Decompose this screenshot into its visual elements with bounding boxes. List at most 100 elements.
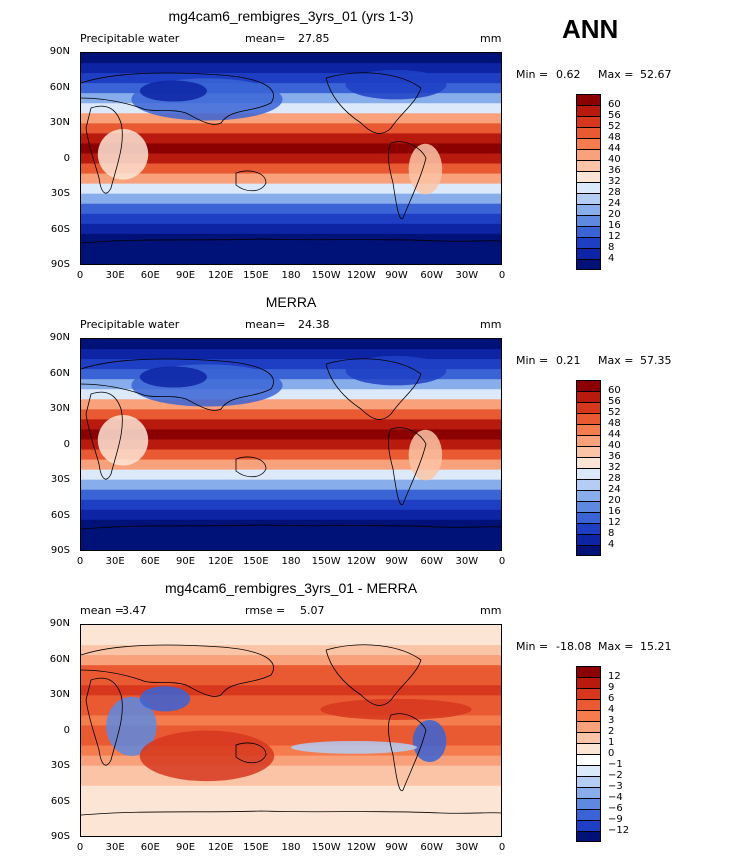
colorbar-label: 24 bbox=[608, 484, 621, 495]
colorbar-label: −9 bbox=[608, 814, 623, 825]
panel-title: MERRA bbox=[265, 294, 317, 310]
field-band bbox=[81, 253, 501, 264]
max-value: 52.67 bbox=[640, 68, 672, 81]
lon-tick-label: 30W bbox=[455, 842, 479, 853]
colorbar-segment bbox=[576, 688, 601, 699]
colorbar-label: −12 bbox=[608, 825, 630, 836]
variable-name: Precipitable water bbox=[80, 318, 180, 331]
lat-tick-label: 90N bbox=[49, 332, 70, 343]
colorbar-label: 56 bbox=[608, 396, 621, 407]
colorbar-segment bbox=[576, 798, 601, 809]
field-blob bbox=[291, 741, 417, 754]
field-blob bbox=[139, 80, 207, 102]
min-label: Min = bbox=[516, 354, 549, 367]
colorbar-segment bbox=[576, 380, 601, 391]
field-band bbox=[81, 695, 501, 707]
field-band bbox=[81, 409, 501, 421]
map-panel bbox=[80, 624, 502, 837]
mean-value: 3.47 bbox=[122, 604, 147, 617]
field-band bbox=[81, 369, 501, 381]
lat-tick-label: 30N bbox=[49, 689, 70, 700]
colorbar-segment bbox=[576, 512, 601, 523]
colorbar-label: 8 bbox=[608, 528, 615, 539]
field-band bbox=[81, 655, 501, 667]
colorbar-label: 28 bbox=[608, 187, 621, 198]
min-value: 0.62 bbox=[556, 68, 581, 81]
field-band bbox=[81, 339, 501, 351]
field-band bbox=[81, 479, 501, 491]
field-blob bbox=[408, 143, 443, 195]
colorbar-label: 4 bbox=[608, 704, 615, 715]
field-band bbox=[81, 715, 501, 727]
colorbar-segment bbox=[576, 237, 601, 248]
lon-tick-label: 120W bbox=[346, 270, 376, 281]
lon-tick-label: 150W bbox=[311, 270, 341, 281]
colorbar-label: −3 bbox=[608, 781, 623, 792]
colorbar-segment bbox=[576, 809, 601, 820]
colorbar-segment bbox=[576, 534, 601, 545]
coastlines bbox=[81, 358, 501, 530]
lon-tick-label: 0 bbox=[76, 270, 84, 281]
lat-tick-label: 90S bbox=[50, 259, 70, 270]
colorbar-segment bbox=[576, 226, 601, 237]
map-field bbox=[81, 53, 501, 264]
lat-tick-label: 60N bbox=[49, 367, 70, 379]
lon-tick-label: 180 bbox=[281, 270, 301, 281]
colorbar-label: −6 bbox=[608, 803, 623, 814]
lon-tick-label: 30E bbox=[105, 556, 125, 567]
field-band bbox=[81, 529, 501, 541]
lon-tick-label: 90W bbox=[385, 842, 408, 853]
lon-tick-label: 90W bbox=[385, 556, 408, 567]
colorbar-segment bbox=[576, 677, 601, 688]
variable-name: Precipitable water bbox=[80, 32, 180, 45]
field-band bbox=[81, 213, 501, 225]
mean-label: mean= bbox=[245, 32, 286, 45]
colorbar-segment bbox=[576, 446, 601, 457]
field-blob bbox=[97, 128, 149, 180]
lat-tick-label: 30S bbox=[50, 760, 70, 771]
colorbar-label: 6 bbox=[608, 693, 615, 704]
lat-tick-label: 30S bbox=[50, 188, 70, 199]
min-value: 0.21 bbox=[556, 354, 581, 367]
map-field bbox=[81, 625, 501, 836]
panel-title: mg4cam6_rembigres_3yrs_01 - MERRA bbox=[164, 580, 418, 596]
lat-tick-label: 60N bbox=[49, 653, 70, 665]
max-label: Max = bbox=[598, 640, 634, 653]
field-band bbox=[81, 489, 501, 501]
field-band bbox=[81, 389, 501, 401]
colorbar-segment bbox=[576, 710, 601, 721]
colorbar-label: 32 bbox=[608, 462, 621, 473]
field-blob bbox=[106, 696, 157, 756]
field-band bbox=[81, 419, 501, 431]
colorbar-segment bbox=[576, 743, 601, 754]
field-band bbox=[81, 379, 501, 391]
colorbar-segment bbox=[576, 831, 601, 842]
field-blob bbox=[139, 686, 191, 712]
lon-tick-label: 150W bbox=[311, 556, 341, 567]
mean-label: mean= bbox=[245, 318, 286, 331]
colorbar-segment bbox=[576, 182, 601, 193]
colorbar-segment bbox=[576, 721, 601, 732]
lon-tick-label: 120E bbox=[207, 270, 234, 281]
lat-tick-label: 60S bbox=[50, 223, 70, 235]
field-band bbox=[81, 815, 501, 827]
field-band bbox=[81, 163, 501, 175]
colorbar-segment bbox=[576, 259, 601, 270]
colorbar-label: 12 bbox=[608, 231, 621, 242]
colorbar-segment bbox=[576, 501, 601, 512]
colorbar-segment bbox=[576, 776, 601, 787]
lon-tick-label: 180 bbox=[281, 556, 301, 567]
field-band bbox=[81, 775, 501, 787]
colorbar-segment bbox=[576, 248, 601, 259]
lat-tick-label: 90S bbox=[50, 545, 70, 556]
lat-tick-label: 30N bbox=[49, 117, 70, 128]
lat-tick-label: 90N bbox=[49, 618, 70, 629]
rmse-value: 5.07 bbox=[300, 604, 325, 617]
field-band bbox=[81, 429, 501, 441]
field-blob bbox=[320, 698, 472, 720]
colorbar-label: −1 bbox=[608, 759, 623, 770]
colorbar-segment bbox=[576, 193, 601, 204]
field-band bbox=[81, 625, 501, 637]
colorbar-label: 40 bbox=[608, 154, 621, 165]
mean-label: mean = bbox=[80, 604, 124, 617]
